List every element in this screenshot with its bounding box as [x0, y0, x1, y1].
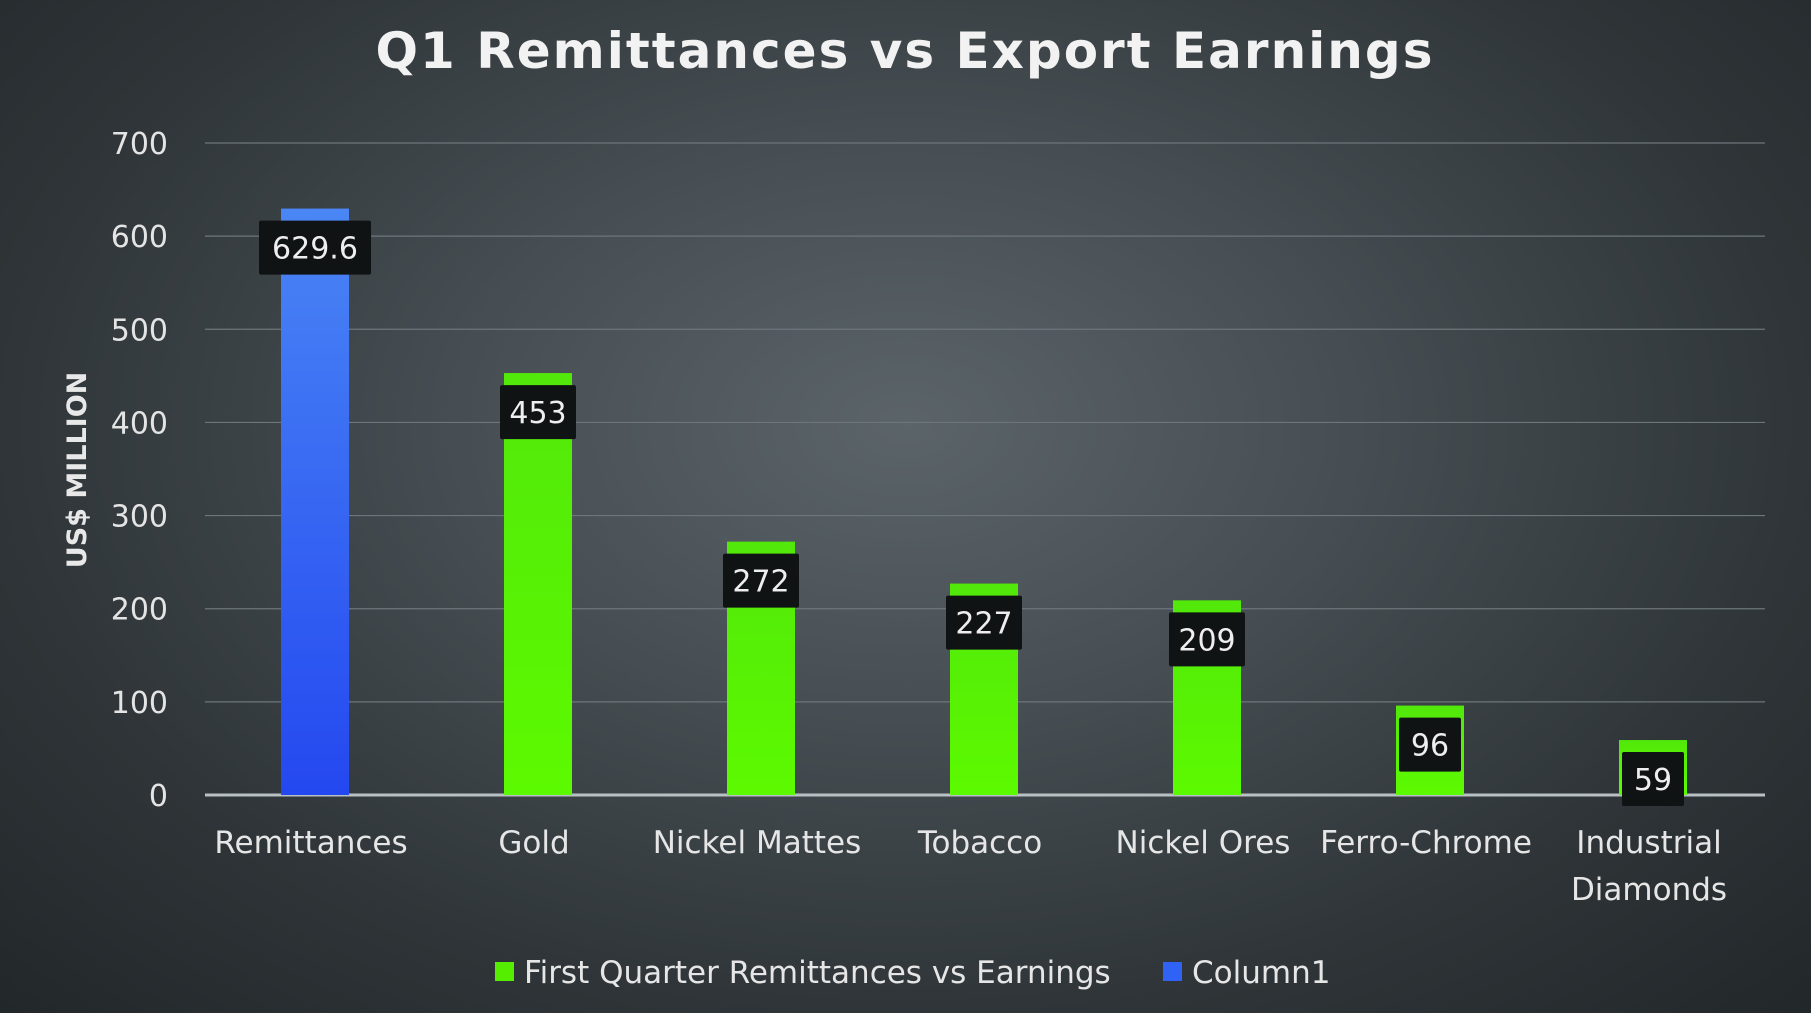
data-label-box — [500, 385, 576, 440]
y-tick-label: 500 — [111, 313, 168, 348]
legend-label: Column1 — [1192, 955, 1330, 991]
data-label: 272 — [732, 565, 789, 600]
y-tick-label: 400 — [111, 406, 168, 441]
x-tick-label: Nickel Mattes — [653, 825, 862, 861]
data-label: 59 — [1634, 763, 1672, 798]
legend-swatch — [495, 962, 514, 981]
y-tick-label: 300 — [111, 500, 168, 535]
bar — [281, 208, 349, 795]
data-label: 96 — [1411, 729, 1449, 764]
data-label-box — [1622, 752, 1684, 807]
x-tick-label: Nickel Ores — [1116, 825, 1291, 861]
y-tick-label: 100 — [111, 686, 168, 721]
legend-label: First Quarter Remittances vs Earnings — [524, 955, 1111, 991]
x-tick-label: Remittances — [214, 825, 407, 861]
bar — [504, 373, 572, 795]
legend-swatch — [1163, 962, 1182, 981]
data-label-box — [946, 595, 1022, 650]
y-axis-title: US$ MILLION — [62, 372, 93, 568]
y-tick-label: 600 — [111, 220, 168, 255]
data-label: 629.6 — [272, 232, 358, 267]
legend: First Quarter Remittances vs Earnings Col… — [495, 955, 1330, 991]
x-tick-label: Tobacco — [917, 825, 1042, 861]
y-tick-label: 200 — [111, 593, 168, 628]
y-tick-label: 0 — [149, 779, 168, 814]
chart-title: Q1 Remittances vs Export Earnings — [376, 22, 1435, 80]
data-label-box — [1399, 717, 1461, 772]
x-tick-label: Industrial — [1576, 825, 1721, 861]
data-label: 209 — [1178, 623, 1235, 658]
data-label: 227 — [955, 607, 1012, 642]
data-label-box — [259, 220, 371, 275]
x-tick-label: Ferro-Chrome — [1320, 825, 1532, 861]
bars — [281, 208, 1687, 795]
data-labels: 629.6 453 272 227 209 96 59 — [259, 220, 1684, 807]
gridlines — [205, 142, 1765, 703]
x-tick-label: Diamonds — [1571, 872, 1727, 908]
data-label-box — [723, 553, 799, 608]
data-label: 453 — [509, 396, 566, 431]
y-tick-label: 700 — [111, 127, 168, 162]
data-label-box — [1169, 612, 1245, 667]
x-tick-label: Gold — [498, 825, 569, 861]
